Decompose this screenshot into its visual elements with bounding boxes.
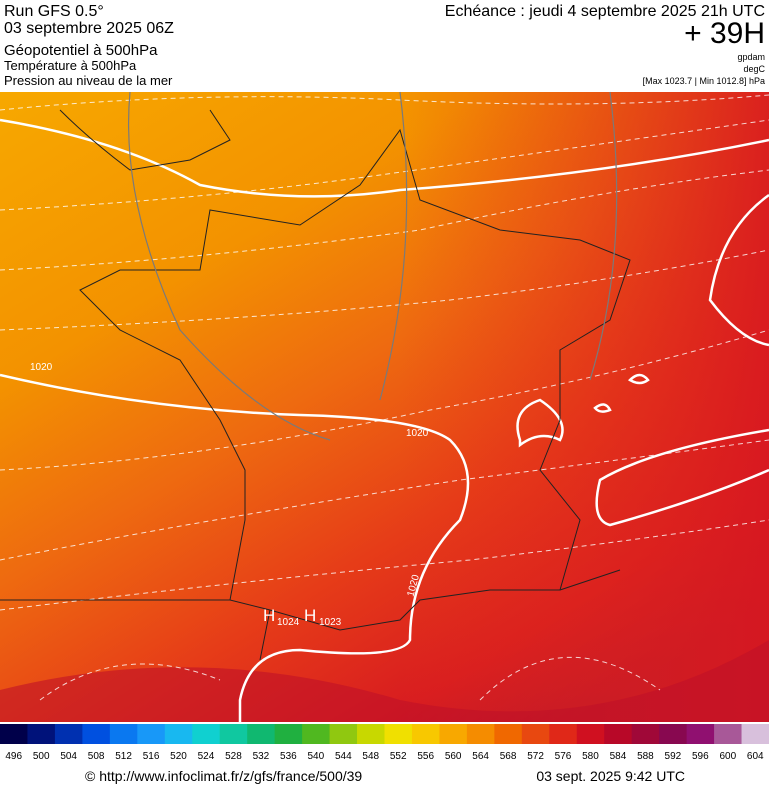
run-title: Run GFS 0.5° — [4, 3, 104, 20]
color-label: 508 — [88, 751, 105, 762]
color-swatch — [604, 724, 633, 744]
map: 1020 1020 1020 H 1024 H 1023 — [0, 91, 769, 722]
color-label: 548 — [362, 751, 379, 762]
color-swatch — [439, 724, 468, 744]
color-label: 528 — [225, 751, 242, 762]
color-label: 496 — [5, 751, 22, 762]
color-label: 596 — [692, 751, 709, 762]
run-date: 03 septembre 2025 06Z — [4, 20, 174, 37]
color-swatch — [714, 724, 743, 744]
high-label: H — [263, 606, 275, 625]
color-swatch — [686, 724, 715, 744]
borders — [0, 109, 631, 661]
color-label: 552 — [390, 751, 407, 762]
color-swatch — [219, 724, 248, 744]
color-swatch — [357, 724, 385, 744]
echeance: Echéance : jeudi 4 septembre 2025 21h UT… — [445, 3, 765, 20]
color-swatch — [631, 724, 660, 744]
high-value: 1024 — [277, 617, 300, 628]
color-swatch — [302, 724, 331, 744]
color-swatch — [494, 724, 523, 744]
color-label: 560 — [445, 751, 462, 762]
color-swatch — [192, 724, 221, 744]
color-label: 592 — [665, 751, 682, 762]
color-swatch — [0, 724, 28, 744]
color-label: 568 — [500, 751, 517, 762]
color-swatch — [109, 724, 138, 744]
color-swatch — [274, 724, 303, 744]
color-label: 556 — [417, 751, 434, 762]
field-2: Température à 500hPa — [4, 58, 137, 73]
color-label: 512 — [115, 751, 132, 762]
footer-time: 03 sept. 2025 9:42 UTC — [536, 768, 685, 784]
color-label: 580 — [582, 751, 599, 762]
color-swatch — [247, 724, 276, 744]
color-label: 584 — [610, 751, 627, 762]
high-label: H — [304, 606, 316, 625]
color-swatch — [137, 724, 166, 744]
color-swatch — [329, 724, 358, 744]
colorbar: 496 500 504 508 512 516 520 524 528 532 536 540 544 5… — [0, 724, 769, 762]
color-label: 588 — [637, 751, 654, 762]
color-swatch — [384, 724, 413, 744]
color-swatch — [521, 724, 550, 744]
color-label: 604 — [747, 751, 764, 762]
field-3: Pression au niveau de la mer — [4, 73, 173, 88]
color-swatch — [82, 724, 111, 744]
isobar-label: 1020 — [30, 362, 53, 373]
color-swatch — [27, 724, 56, 744]
pressure-range: [Max 1023.7 | Min 1012.8] hPa — [643, 76, 765, 86]
color-label: 600 — [719, 751, 736, 762]
color-label: 572 — [527, 751, 544, 762]
map-shade — [0, 640, 769, 722]
color-swatch — [466, 724, 495, 744]
color-swatch — [54, 724, 83, 744]
color-label: 516 — [143, 751, 160, 762]
unit-degc: degC — [743, 64, 765, 74]
color-label: 524 — [198, 751, 215, 762]
high-value: 1023 — [319, 617, 342, 628]
temperature-contours — [0, 94, 769, 701]
color-swatch — [576, 724, 605, 744]
field-1: Géopotentiel à 500hPa — [4, 42, 158, 59]
color-label: 520 — [170, 751, 187, 762]
unit-gpdam: gpdam — [737, 52, 765, 62]
isobar-label: 1020 — [406, 428, 429, 439]
step: + 39H — [684, 17, 765, 50]
isobars — [0, 118, 769, 722]
color-label: 540 — [307, 751, 324, 762]
color-label: 532 — [253, 751, 270, 762]
color-swatch — [659, 724, 688, 744]
color-label: 536 — [280, 751, 297, 762]
color-swatch — [411, 724, 440, 744]
height-contours — [127, 91, 618, 441]
color-swatch — [549, 724, 578, 744]
color-label: 504 — [60, 751, 77, 762]
color-swatch — [164, 724, 193, 744]
color-label: 544 — [335, 751, 352, 762]
color-label: 564 — [472, 751, 489, 762]
color-swatch — [741, 724, 769, 744]
color-label: 576 — [555, 751, 572, 762]
footer-url: © http://www.infoclimat.fr/z/gfs/france/… — [85, 768, 362, 784]
color-label: 500 — [33, 751, 50, 762]
